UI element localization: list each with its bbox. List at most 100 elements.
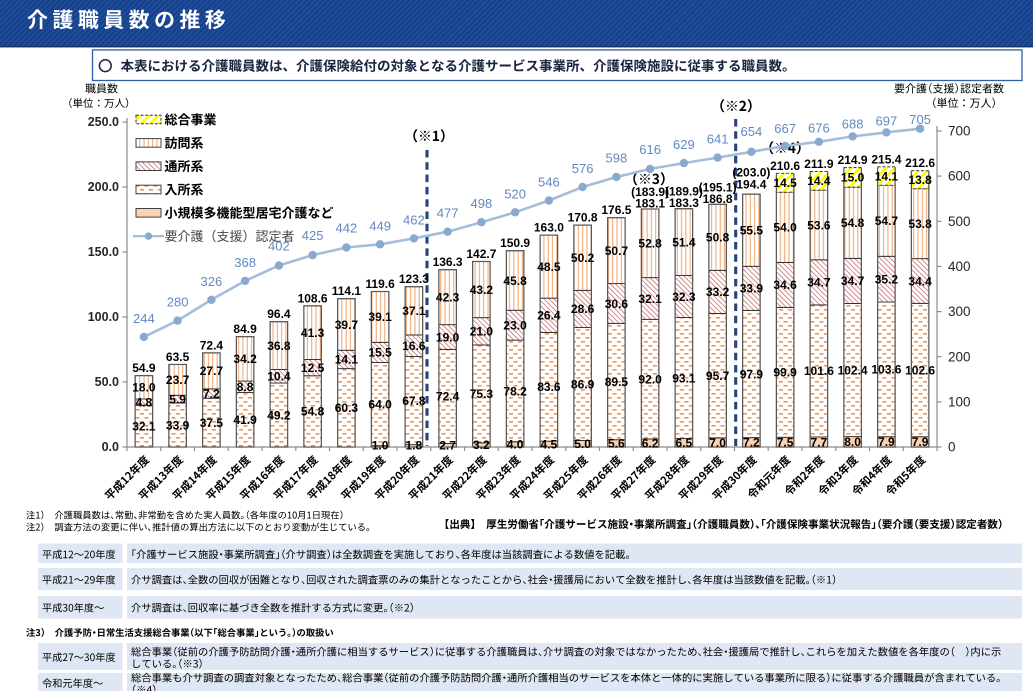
svg-text:34.2: 34.2 bbox=[233, 352, 257, 366]
svg-text:100.0: 100.0 bbox=[88, 310, 119, 324]
svg-text:15.5: 15.5 bbox=[368, 346, 392, 360]
svg-text:462: 462 bbox=[403, 212, 425, 227]
svg-text:39.7: 39.7 bbox=[335, 318, 359, 332]
svg-text:54.7: 54.7 bbox=[875, 214, 899, 228]
svg-text:7.0: 7.0 bbox=[709, 436, 726, 450]
svg-text:26.4: 26.4 bbox=[537, 309, 561, 323]
svg-text:51.4: 51.4 bbox=[672, 235, 696, 249]
svg-text:48.5: 48.5 bbox=[537, 260, 561, 274]
svg-text:21.0: 21.0 bbox=[470, 325, 494, 339]
svg-text:92.0: 92.0 bbox=[638, 372, 662, 386]
svg-text:214.9: 214.9 bbox=[838, 153, 868, 167]
svg-text:400: 400 bbox=[948, 259, 971, 274]
svg-text:34.4: 34.4 bbox=[908, 274, 932, 288]
svg-text:12.5: 12.5 bbox=[301, 361, 325, 375]
svg-text:705: 705 bbox=[909, 112, 931, 127]
svg-text:72.4: 72.4 bbox=[200, 338, 224, 352]
svg-text:368: 368 bbox=[234, 255, 256, 270]
svg-text:7.9: 7.9 bbox=[878, 435, 895, 449]
svg-text:8.0: 8.0 bbox=[844, 435, 861, 449]
svg-text:72.4: 72.4 bbox=[436, 390, 460, 404]
svg-text:54.8: 54.8 bbox=[301, 405, 325, 419]
svg-text:600: 600 bbox=[948, 169, 971, 184]
svg-text:108.6: 108.6 bbox=[298, 291, 328, 305]
svg-text:32.1: 32.1 bbox=[132, 419, 156, 433]
svg-text:50.0: 50.0 bbox=[95, 375, 119, 389]
svg-text:5.6: 5.6 bbox=[608, 437, 625, 451]
svg-text:50.8: 50.8 bbox=[706, 231, 730, 245]
svg-text:244: 244 bbox=[133, 311, 155, 326]
svg-text:0: 0 bbox=[948, 440, 956, 455]
svg-text:425: 425 bbox=[302, 228, 324, 243]
svg-text:200: 200 bbox=[948, 349, 971, 364]
svg-text:7.5: 7.5 bbox=[777, 435, 794, 449]
svg-text:697: 697 bbox=[876, 113, 898, 128]
svg-text:(189.9): (189.9) bbox=[665, 185, 703, 199]
svg-text:183.3: 183.3 bbox=[669, 196, 699, 210]
svg-text:50.2: 50.2 bbox=[571, 251, 595, 265]
svg-text:13.8: 13.8 bbox=[908, 173, 932, 187]
svg-text:170.8: 170.8 bbox=[568, 211, 598, 225]
svg-text:6.2: 6.2 bbox=[642, 436, 659, 450]
svg-text:33.9: 33.9 bbox=[740, 282, 764, 296]
svg-text:667: 667 bbox=[774, 121, 796, 136]
svg-text:142.7: 142.7 bbox=[466, 247, 496, 261]
svg-text:10.4: 10.4 bbox=[267, 370, 291, 384]
svg-text:183.1: 183.1 bbox=[635, 197, 665, 211]
svg-text:300: 300 bbox=[948, 304, 971, 319]
svg-text:41.3: 41.3 bbox=[301, 326, 325, 340]
svg-text:5.9: 5.9 bbox=[169, 392, 186, 406]
svg-text:1.0: 1.0 bbox=[372, 439, 389, 453]
svg-text:442: 442 bbox=[336, 221, 358, 236]
svg-text:215.4: 215.4 bbox=[871, 152, 901, 166]
svg-text:36.8: 36.8 bbox=[267, 339, 291, 353]
svg-text:629: 629 bbox=[673, 137, 695, 152]
svg-text:52.8: 52.8 bbox=[638, 237, 662, 251]
svg-text:210.6: 210.6 bbox=[770, 159, 800, 173]
svg-text:119.6: 119.6 bbox=[365, 277, 395, 291]
svg-text:500: 500 bbox=[948, 214, 971, 229]
svg-text:34.7: 34.7 bbox=[807, 276, 831, 290]
svg-text:102.4: 102.4 bbox=[838, 363, 868, 377]
svg-text:34.6: 34.6 bbox=[773, 278, 797, 292]
svg-text:520: 520 bbox=[504, 186, 526, 201]
svg-text:402: 402 bbox=[268, 239, 290, 254]
svg-text:477: 477 bbox=[437, 206, 459, 221]
svg-text:211.9: 211.9 bbox=[804, 157, 834, 171]
svg-text:41.9: 41.9 bbox=[233, 413, 257, 427]
svg-text:5.0: 5.0 bbox=[574, 437, 591, 451]
svg-text:14.1: 14.1 bbox=[875, 169, 899, 183]
svg-text:546: 546 bbox=[538, 175, 560, 190]
svg-text:8.8: 8.8 bbox=[237, 380, 254, 394]
svg-text:86.9: 86.9 bbox=[571, 377, 595, 391]
svg-text:60.3: 60.3 bbox=[335, 401, 359, 415]
svg-text:150.0: 150.0 bbox=[88, 245, 119, 259]
svg-text:7.7: 7.7 bbox=[811, 435, 828, 449]
svg-text:23.7: 23.7 bbox=[166, 373, 190, 387]
svg-text:14.1: 14.1 bbox=[335, 353, 359, 367]
svg-text:6.5: 6.5 bbox=[676, 436, 693, 450]
svg-text:3.2: 3.2 bbox=[473, 438, 490, 452]
svg-text:616: 616 bbox=[639, 142, 661, 157]
svg-text:641: 641 bbox=[707, 132, 729, 147]
svg-text:43.2: 43.2 bbox=[470, 283, 494, 297]
svg-text:16.6: 16.6 bbox=[402, 339, 426, 353]
svg-text:1.8: 1.8 bbox=[406, 439, 423, 453]
svg-text:33.9: 33.9 bbox=[166, 418, 190, 432]
svg-text:688: 688 bbox=[842, 116, 864, 131]
svg-text:4.5: 4.5 bbox=[541, 437, 558, 451]
svg-text:37.1: 37.1 bbox=[402, 304, 426, 318]
svg-text:700: 700 bbox=[948, 124, 971, 139]
svg-text:100: 100 bbox=[948, 395, 971, 410]
svg-text:78.2: 78.2 bbox=[503, 384, 527, 398]
svg-text:7.2: 7.2 bbox=[743, 436, 760, 450]
svg-text:2.7: 2.7 bbox=[439, 439, 456, 453]
svg-text:14.5: 14.5 bbox=[773, 176, 797, 190]
svg-text:123.3: 123.3 bbox=[399, 272, 429, 286]
svg-text:15.0: 15.0 bbox=[841, 171, 865, 185]
svg-text:67.8: 67.8 bbox=[402, 394, 426, 408]
svg-text:32.3: 32.3 bbox=[672, 290, 696, 304]
svg-text:42.3: 42.3 bbox=[436, 291, 460, 305]
svg-text:97.9: 97.9 bbox=[740, 367, 764, 381]
svg-text:676: 676 bbox=[808, 120, 830, 135]
